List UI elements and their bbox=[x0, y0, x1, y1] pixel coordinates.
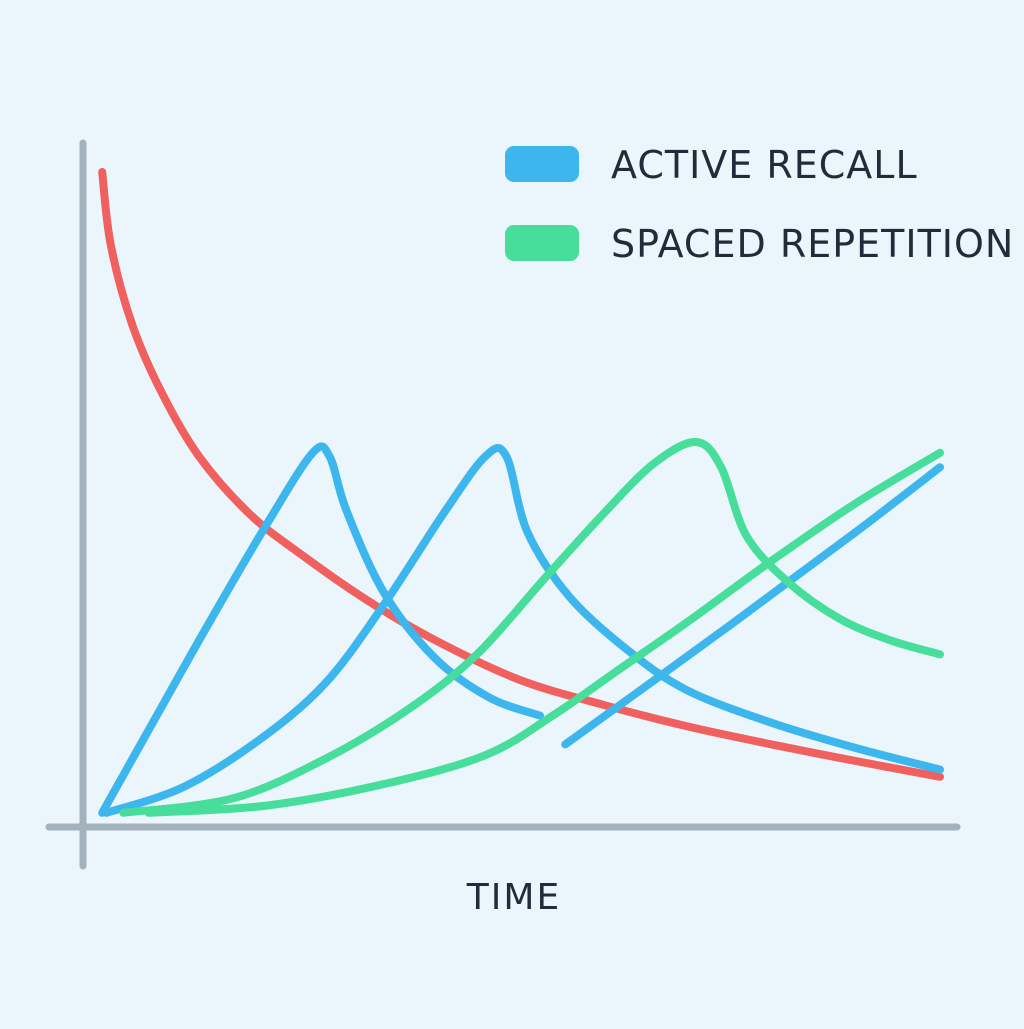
legend-label-active-recall: ACTIVE RECALL bbox=[611, 143, 918, 187]
series-layer bbox=[98, 168, 944, 817]
legend-label-spaced-repetition: SPACED REPETITION bbox=[611, 222, 1014, 266]
legend: ACTIVE RECALL SPACED REPETITION bbox=[505, 143, 1014, 266]
legend-swatch-active-recall bbox=[505, 146, 579, 182]
series-line-active-recall-1 bbox=[98, 442, 544, 817]
x-axis-label: TIME bbox=[466, 877, 561, 918]
axes bbox=[45, 139, 961, 870]
series-line-forgetting-1 bbox=[98, 168, 944, 781]
series-line-spaced-repetition-2 bbox=[144, 448, 944, 817]
series-line-active-recall-2 bbox=[102, 444, 944, 817]
series-line-active-recall-3 bbox=[561, 463, 944, 749]
legend-swatch-spaced-repetition bbox=[505, 225, 579, 261]
series-line-spaced-repetition-1 bbox=[119, 438, 944, 817]
